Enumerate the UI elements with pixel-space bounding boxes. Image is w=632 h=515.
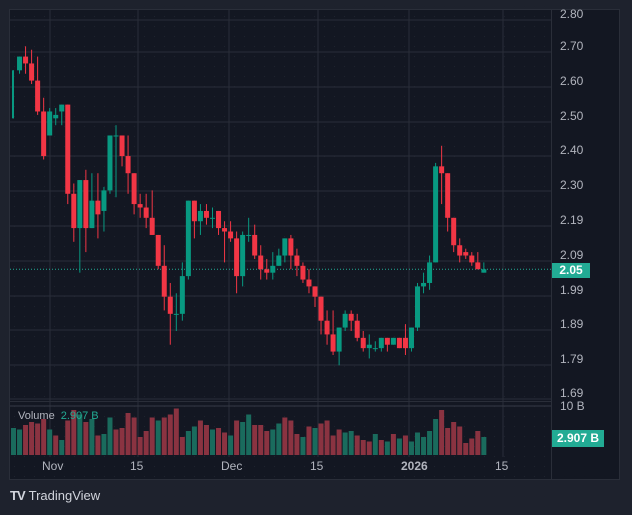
volume-legend-value: 2.907 B bbox=[60, 410, 99, 422]
price-tick-label: 1.89 bbox=[560, 317, 584, 331]
price-tick-label: 2.40 bbox=[560, 143, 584, 157]
price-tick-label: 2.19 bbox=[560, 213, 584, 227]
volume-legend: Volume 2.907 B bbox=[18, 410, 99, 422]
price-tick-label: 2.09 bbox=[560, 248, 584, 262]
volume-legend-label: Volume bbox=[18, 410, 55, 422]
volume-scale-label: 10 B bbox=[560, 399, 585, 413]
time-tick-label: 15 bbox=[310, 459, 324, 473]
price-tick-label: 1.99 bbox=[560, 283, 584, 297]
price-tick-label: 2.30 bbox=[560, 178, 584, 192]
volume-badge: 2.907 B bbox=[552, 430, 604, 447]
time-tick-label: 2026 bbox=[401, 459, 428, 473]
time-tick-label: 15 bbox=[495, 459, 509, 473]
last-price-badge: 2.05 bbox=[552, 263, 590, 278]
time-tick-label: Nov bbox=[42, 459, 64, 473]
price-scale-border bbox=[551, 10, 552, 480]
brand-name: TradingView bbox=[28, 488, 101, 503]
price-pane[interactable] bbox=[10, 10, 551, 477]
pane-separator[interactable] bbox=[10, 401, 551, 402]
price-tick-label: 1.69 bbox=[560, 386, 584, 400]
time-tick-label: 15 bbox=[130, 459, 144, 473]
time-tick-label: Dec bbox=[221, 459, 243, 473]
candlestick-chart[interactable] bbox=[10, 10, 551, 480]
price-tick-label: 2.60 bbox=[560, 74, 584, 88]
price-tick-label: 2.50 bbox=[560, 109, 584, 123]
tradingview-branding[interactable]: TV TradingView bbox=[10, 488, 100, 503]
price-tick-label: 1.79 bbox=[560, 352, 584, 366]
price-tick-label: 2.80 bbox=[560, 7, 584, 21]
tradingview-logo-icon: TV bbox=[10, 488, 26, 503]
price-tick-label: 2.70 bbox=[560, 39, 584, 53]
